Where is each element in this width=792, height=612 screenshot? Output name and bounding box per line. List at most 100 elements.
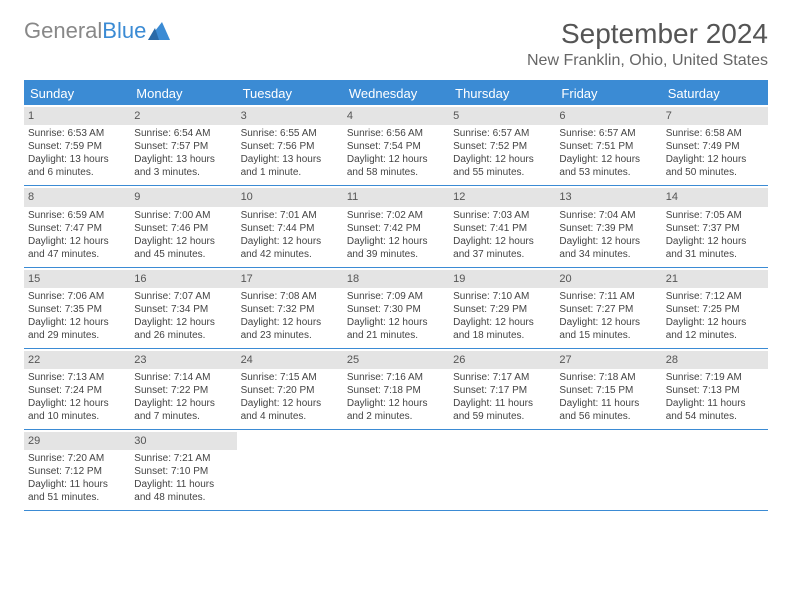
sunrise-text: Sunrise: 7:12 AM (666, 290, 764, 303)
sunrise-text: Sunrise: 7:06 AM (28, 290, 126, 303)
sunrise-text: Sunrise: 7:01 AM (241, 209, 339, 222)
daylight-text: Daylight: 12 hours (241, 316, 339, 329)
sunrise-text: Sunrise: 6:54 AM (134, 127, 232, 140)
daylight-text: Daylight: 12 hours (559, 235, 657, 248)
empty-cell (343, 430, 449, 510)
day-cell: 2Sunrise: 6:54 AMSunset: 7:57 PMDaylight… (130, 105, 236, 185)
week-row: 15Sunrise: 7:06 AMSunset: 7:35 PMDayligh… (24, 268, 768, 349)
empty-cell (555, 430, 661, 510)
day-number: 17 (237, 270, 343, 288)
month-title: September 2024 (527, 18, 768, 50)
day-cell: 23Sunrise: 7:14 AMSunset: 7:22 PMDayligh… (130, 349, 236, 429)
sunrise-text: Sunrise: 6:53 AM (28, 127, 126, 140)
day-cell: 21Sunrise: 7:12 AMSunset: 7:25 PMDayligh… (662, 268, 768, 348)
sunrise-text: Sunrise: 7:03 AM (453, 209, 551, 222)
sunset-text: Sunset: 7:41 PM (453, 222, 551, 235)
daylight-text: and 42 minutes. (241, 248, 339, 261)
day-number: 1 (24, 107, 130, 125)
day-cell: 28Sunrise: 7:19 AMSunset: 7:13 PMDayligh… (662, 349, 768, 429)
daylight-text: Daylight: 12 hours (666, 316, 764, 329)
daylight-text: and 6 minutes. (28, 166, 126, 179)
day-cell: 1Sunrise: 6:53 AMSunset: 7:59 PMDaylight… (24, 105, 130, 185)
logo: GeneralBlue (24, 18, 170, 44)
daylight-text: Daylight: 13 hours (241, 153, 339, 166)
day-cell: 27Sunrise: 7:18 AMSunset: 7:15 PMDayligh… (555, 349, 661, 429)
daylight-text: Daylight: 12 hours (28, 397, 126, 410)
daylight-text: Daylight: 11 hours (666, 397, 764, 410)
day-number: 18 (343, 270, 449, 288)
empty-cell (449, 430, 555, 510)
sunset-text: Sunset: 7:24 PM (28, 384, 126, 397)
sunrise-text: Sunrise: 6:56 AM (347, 127, 445, 140)
day-cell: 9Sunrise: 7:00 AMSunset: 7:46 PMDaylight… (130, 186, 236, 266)
daylight-text: Daylight: 12 hours (347, 397, 445, 410)
day-number: 25 (343, 351, 449, 369)
sunrise-text: Sunrise: 7:13 AM (28, 371, 126, 384)
day-cell: 11Sunrise: 7:02 AMSunset: 7:42 PMDayligh… (343, 186, 449, 266)
daylight-text: and 10 minutes. (28, 410, 126, 423)
calendar: SundayMondayTuesdayWednesdayThursdayFrid… (24, 80, 768, 511)
day-number: 27 (555, 351, 661, 369)
week-row: 29Sunrise: 7:20 AMSunset: 7:12 PMDayligh… (24, 430, 768, 511)
day-number: 5 (449, 107, 555, 125)
daylight-text: and 1 minute. (241, 166, 339, 179)
daylight-text: Daylight: 12 hours (347, 235, 445, 248)
sunrise-text: Sunrise: 7:08 AM (241, 290, 339, 303)
daylight-text: Daylight: 12 hours (666, 153, 764, 166)
day-cell: 26Sunrise: 7:17 AMSunset: 7:17 PMDayligh… (449, 349, 555, 429)
day-number: 11 (343, 188, 449, 206)
daylight-text: Daylight: 12 hours (453, 153, 551, 166)
day-cell: 7Sunrise: 6:58 AMSunset: 7:49 PMDaylight… (662, 105, 768, 185)
title-block: September 2024 New Franklin, Ohio, Unite… (527, 18, 768, 70)
sunset-text: Sunset: 7:12 PM (28, 465, 126, 478)
sunset-text: Sunset: 7:39 PM (559, 222, 657, 235)
weekday-header: Monday (130, 82, 236, 105)
day-cell: 13Sunrise: 7:04 AMSunset: 7:39 PMDayligh… (555, 186, 661, 266)
daylight-text: and 15 minutes. (559, 329, 657, 342)
daylight-text: Daylight: 11 hours (559, 397, 657, 410)
day-cell: 16Sunrise: 7:07 AMSunset: 7:34 PMDayligh… (130, 268, 236, 348)
daylight-text: and 34 minutes. (559, 248, 657, 261)
sunrise-text: Sunrise: 7:07 AM (134, 290, 232, 303)
week-row: 1Sunrise: 6:53 AMSunset: 7:59 PMDaylight… (24, 105, 768, 186)
week-row: 22Sunrise: 7:13 AMSunset: 7:24 PMDayligh… (24, 349, 768, 430)
sunrise-text: Sunrise: 7:04 AM (559, 209, 657, 222)
daylight-text: Daylight: 12 hours (241, 397, 339, 410)
sunset-text: Sunset: 7:34 PM (134, 303, 232, 316)
day-number: 4 (343, 107, 449, 125)
day-cell: 29Sunrise: 7:20 AMSunset: 7:12 PMDayligh… (24, 430, 130, 510)
day-number: 8 (24, 188, 130, 206)
daylight-text: and 23 minutes. (241, 329, 339, 342)
sunset-text: Sunset: 7:47 PM (28, 222, 126, 235)
sunset-text: Sunset: 7:22 PM (134, 384, 232, 397)
sunrise-text: Sunrise: 6:58 AM (666, 127, 764, 140)
sunrise-text: Sunrise: 7:14 AM (134, 371, 232, 384)
weekday-header: Sunday (24, 82, 130, 105)
daylight-text: and 56 minutes. (559, 410, 657, 423)
day-cell: 12Sunrise: 7:03 AMSunset: 7:41 PMDayligh… (449, 186, 555, 266)
daylight-text: and 29 minutes. (28, 329, 126, 342)
sunrise-text: Sunrise: 7:20 AM (28, 452, 126, 465)
daylight-text: Daylight: 13 hours (28, 153, 126, 166)
sunset-text: Sunset: 7:54 PM (347, 140, 445, 153)
sunset-text: Sunset: 7:25 PM (666, 303, 764, 316)
sunset-text: Sunset: 7:51 PM (559, 140, 657, 153)
sunrise-text: Sunrise: 6:57 AM (453, 127, 551, 140)
daylight-text: Daylight: 12 hours (559, 153, 657, 166)
sunrise-text: Sunrise: 6:59 AM (28, 209, 126, 222)
sunset-text: Sunset: 7:37 PM (666, 222, 764, 235)
sunrise-text: Sunrise: 7:05 AM (666, 209, 764, 222)
daylight-text: Daylight: 11 hours (28, 478, 126, 491)
header: GeneralBlue September 2024 New Franklin,… (24, 18, 768, 70)
daylight-text: Daylight: 12 hours (28, 316, 126, 329)
daylight-text: and 4 minutes. (241, 410, 339, 423)
day-number: 6 (555, 107, 661, 125)
day-cell: 10Sunrise: 7:01 AMSunset: 7:44 PMDayligh… (237, 186, 343, 266)
sunset-text: Sunset: 7:42 PM (347, 222, 445, 235)
daylight-text: and 7 minutes. (134, 410, 232, 423)
day-cell: 17Sunrise: 7:08 AMSunset: 7:32 PMDayligh… (237, 268, 343, 348)
day-cell: 20Sunrise: 7:11 AMSunset: 7:27 PMDayligh… (555, 268, 661, 348)
daylight-text: Daylight: 11 hours (134, 478, 232, 491)
day-number: 26 (449, 351, 555, 369)
day-number: 7 (662, 107, 768, 125)
